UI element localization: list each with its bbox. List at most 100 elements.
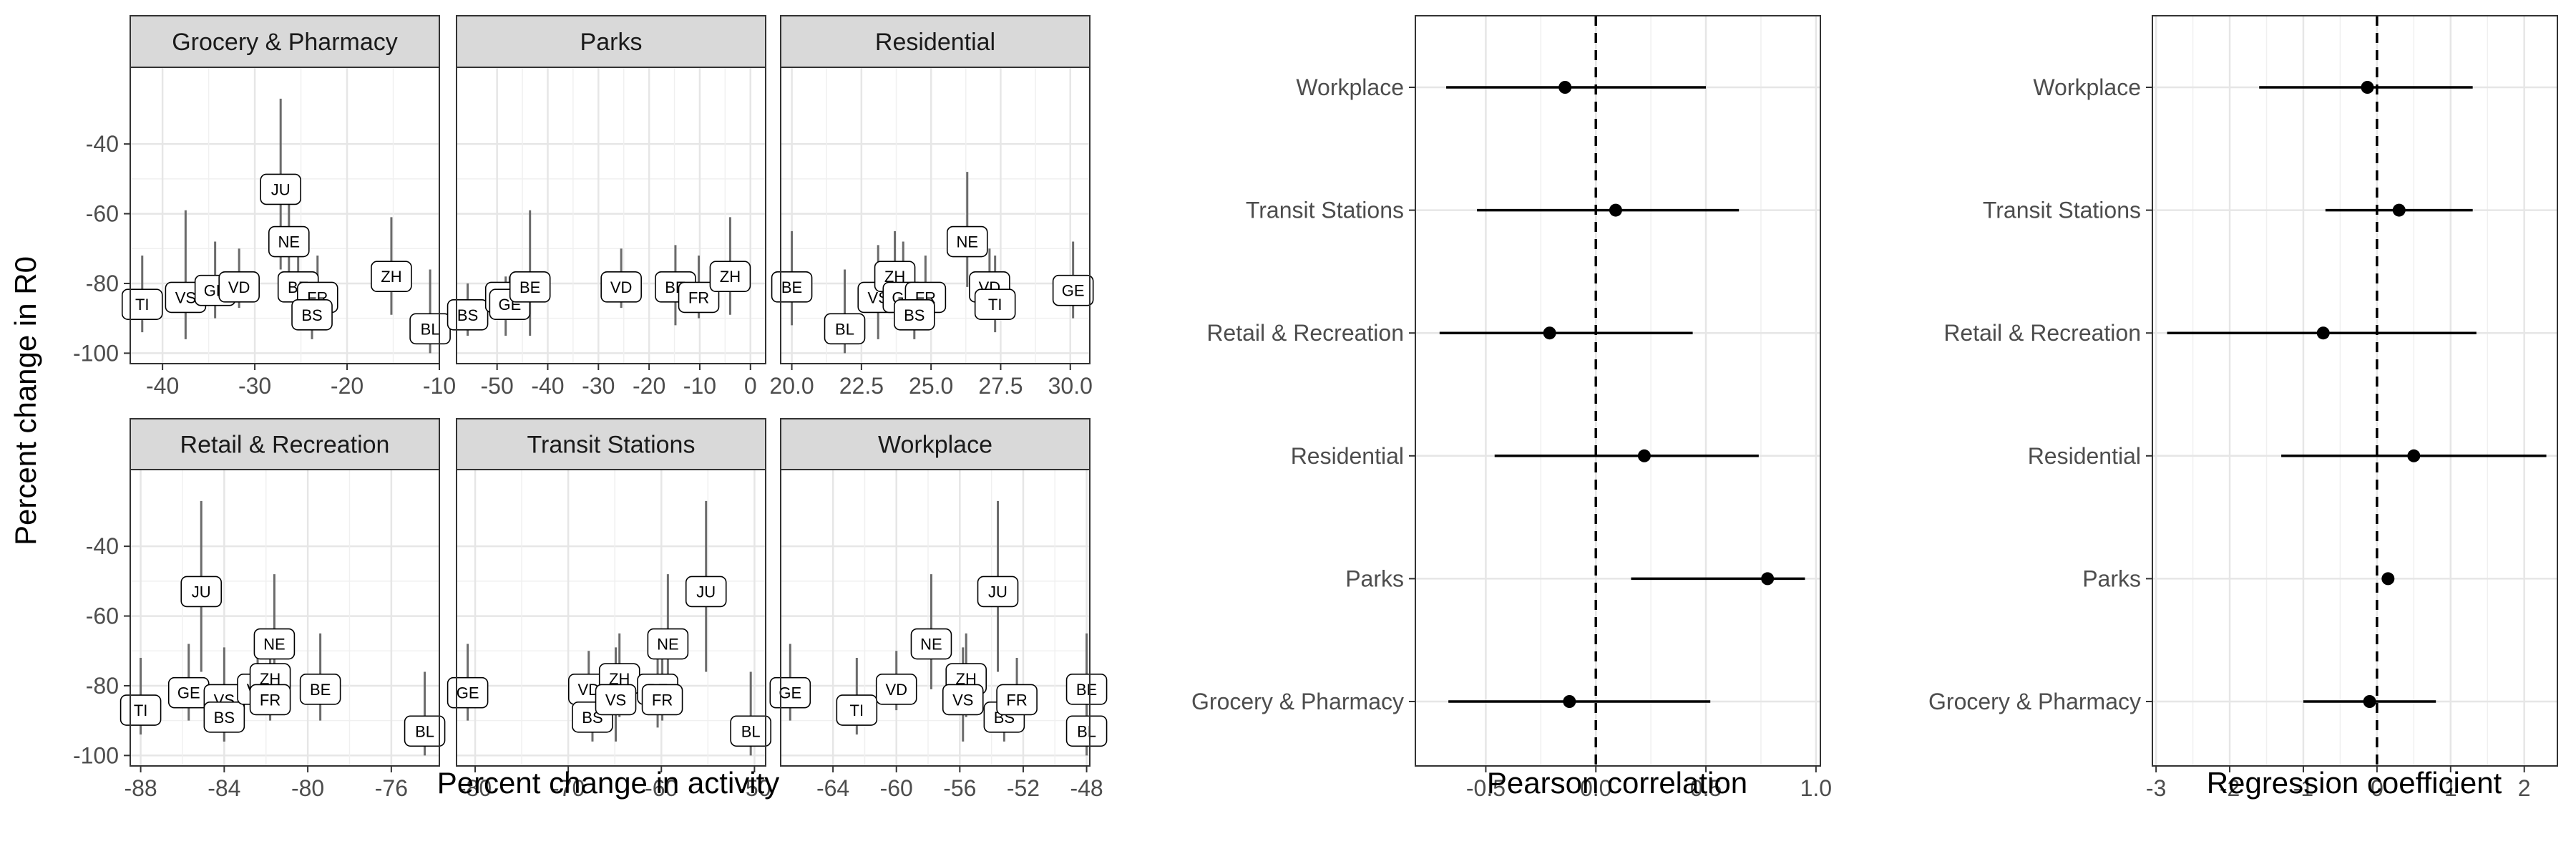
label-text: BE xyxy=(310,681,331,699)
point-label-ti: TI xyxy=(836,694,878,726)
x-tick-label: 0 xyxy=(744,373,757,399)
label-text: BL xyxy=(1077,722,1096,740)
facet-panel-bg xyxy=(781,470,1090,766)
label-text: ZH xyxy=(720,268,741,286)
label-text: VS xyxy=(952,691,973,709)
y-tick-label: Residential xyxy=(1291,443,1404,469)
x-tick-label: -40 xyxy=(146,373,179,399)
label-text: JU xyxy=(988,583,1008,601)
y-tick-label: Workplace xyxy=(1296,74,1404,100)
estimate-point-workplace xyxy=(2361,81,2374,94)
facet-y-axis-title: Percent change in R0 xyxy=(9,256,42,545)
x-tick-label: -2 xyxy=(2220,775,2240,801)
label-text: VS xyxy=(605,691,626,709)
label-box xyxy=(299,674,341,705)
point-label-ju: JU xyxy=(977,576,1019,608)
x-tick-label: 2 xyxy=(2518,775,2531,801)
label-box xyxy=(894,299,935,331)
y-tick-label: -40 xyxy=(86,131,119,157)
facet-strip-title: Grocery & Pharmacy xyxy=(172,29,398,56)
estimate-point-grocery-pharmacy xyxy=(2363,695,2376,708)
label-box xyxy=(1065,715,1108,747)
point-label-bl: BL xyxy=(730,715,771,747)
label-text: JU xyxy=(696,583,716,601)
label-text: TI xyxy=(988,296,1002,314)
x-tick-label: -56 xyxy=(943,775,976,801)
label-box xyxy=(875,674,917,705)
label-box xyxy=(730,715,771,747)
point-label-bl: BL xyxy=(1065,715,1108,747)
label-text: BS xyxy=(214,709,235,727)
plot-bg xyxy=(1415,16,1820,766)
label-text: BE xyxy=(781,278,802,296)
x-tick-label: 0 xyxy=(2371,775,2384,801)
facet-strip xyxy=(780,15,1091,68)
y-tick-label: -100 xyxy=(73,340,119,366)
y-tick-label: -60 xyxy=(86,201,119,227)
point-label-ne: NE xyxy=(253,628,296,660)
point-label-ju: JU xyxy=(685,576,727,608)
point-label-be: BE xyxy=(771,271,813,303)
x-tick-label: -88 xyxy=(124,775,157,801)
x-tick-label: -20 xyxy=(331,373,364,399)
point-label-vd: VD xyxy=(875,674,917,705)
x-tick-label: -80 xyxy=(459,775,492,801)
label-text: BL xyxy=(421,320,440,338)
point-label-fr: FR xyxy=(678,281,720,314)
label-text: NE xyxy=(278,233,301,251)
label-text: BS xyxy=(904,306,924,324)
label-box xyxy=(974,288,1016,321)
x-tick-label: -70 xyxy=(552,775,585,801)
label-text: FR xyxy=(1006,691,1027,709)
y-tick-label: Retail & Recreation xyxy=(1943,320,2141,346)
label-text: GE xyxy=(457,684,479,702)
y-tick-label: -40 xyxy=(86,533,119,559)
point-label-ti: TI xyxy=(119,694,162,726)
label-box xyxy=(1065,674,1108,705)
x-tick-label: -20 xyxy=(633,373,665,399)
x-tick-label: 27.5 xyxy=(978,373,1023,399)
point-label-zh: ZH xyxy=(371,261,412,293)
facet-panel-bg xyxy=(130,67,439,364)
label-text: BE xyxy=(1076,681,1097,699)
label-text: TI xyxy=(134,702,148,719)
label-text: VD xyxy=(228,278,250,296)
estimate-point-parks xyxy=(2381,572,2395,586)
estimate-point-retail-recreation xyxy=(1543,326,1556,340)
facet-strip-title: Retail & Recreation xyxy=(180,432,390,459)
point-label-ju: JU xyxy=(180,576,223,608)
label-box xyxy=(121,288,163,321)
label-text: FR xyxy=(688,288,709,306)
x-tick-label: 1 xyxy=(2444,775,2457,801)
point-label-fr: FR xyxy=(249,684,291,716)
point-label-ti: TI xyxy=(974,288,1016,321)
regression-x-axis-title: Regression coefficient xyxy=(2207,766,2502,800)
label-box xyxy=(996,684,1038,716)
label-box xyxy=(942,684,984,716)
x-tick-label: -60 xyxy=(880,775,913,801)
label-box xyxy=(509,271,551,303)
label-box xyxy=(678,281,720,314)
facet-strip xyxy=(780,418,1091,470)
pearson-x-axis-title: Pearson correlation xyxy=(1487,766,1747,800)
label-box xyxy=(1052,274,1094,306)
estimate-point-workplace xyxy=(1558,81,1572,94)
x-tick-label: -30 xyxy=(582,373,615,399)
y-tick-label: -80 xyxy=(86,271,119,296)
label-box xyxy=(447,299,489,331)
label-text: VD xyxy=(885,681,907,699)
label-text: BL xyxy=(741,722,761,740)
label-text: BS xyxy=(301,306,322,324)
point-label-zh: ZH xyxy=(709,261,751,293)
x-tick-label: -52 xyxy=(1007,775,1040,801)
facet-panel-border xyxy=(780,469,1091,767)
estimate-point-residential xyxy=(2407,449,2421,462)
x-tick-label: 20.0 xyxy=(769,373,814,399)
facet-panel-border xyxy=(130,469,440,767)
point-label-vd: VD xyxy=(600,271,642,303)
point-label-ne: NE xyxy=(946,225,988,258)
facet-panel-border xyxy=(456,67,766,364)
point-label-ge: GE xyxy=(167,676,210,709)
point-label-ju: JU xyxy=(260,173,301,205)
y-tick-label: Retail & Recreation xyxy=(1206,320,1404,346)
